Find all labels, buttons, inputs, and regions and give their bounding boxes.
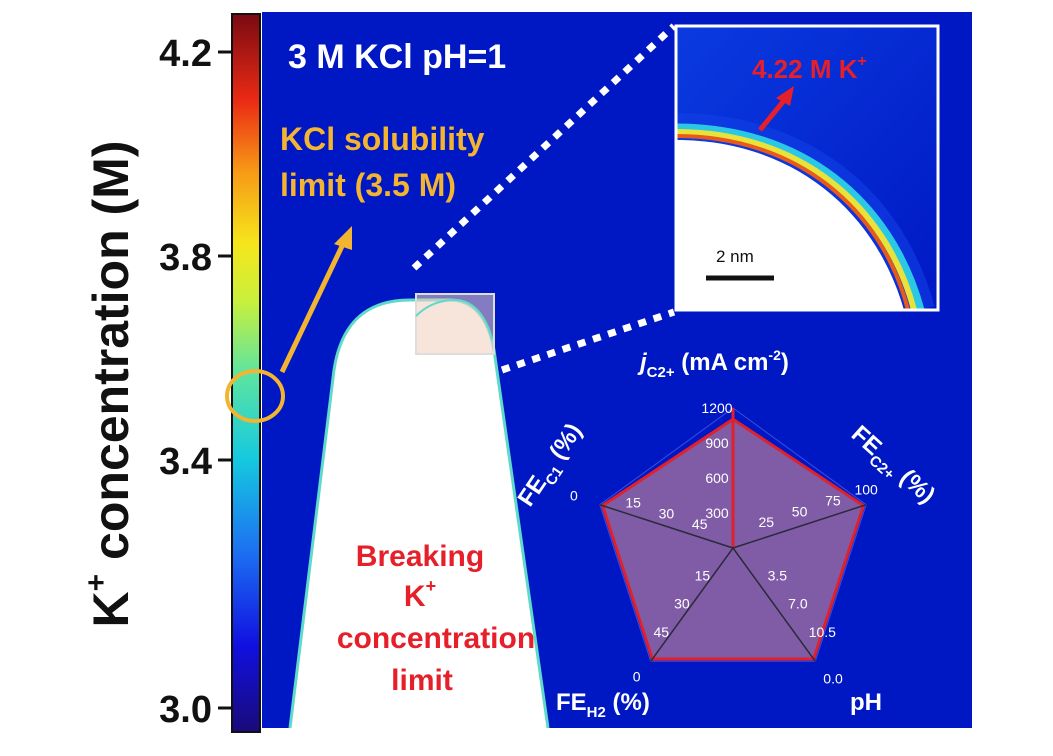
radar-tick-label: 0 [570, 488, 578, 504]
inset-peak-arrow [758, 96, 788, 132]
breaking-label-line1: Breaking [356, 540, 484, 573]
radar-tick-label: 0 [633, 668, 641, 684]
solubility-arrow [279, 240, 347, 374]
breaking-label-line2: K+ [404, 576, 436, 613]
radar-tick-label: 10.5 [809, 624, 836, 640]
radar-tick-label: 30 [674, 596, 690, 612]
solubility-marker-ellipse [225, 369, 285, 423]
colorbar-ticks [218, 50, 232, 710]
radar-axis-title-jc2: jC2+ (mA cm-2) [637, 347, 789, 381]
electrode-tip [290, 300, 548, 728]
radar-axis-title-ph: pH [850, 689, 882, 716]
solubility-label-line1: KCl solubility [280, 121, 485, 157]
radar-axis-title-feh2: FEH2 (%) [556, 689, 650, 721]
radar-tick-label: 7.0 [788, 596, 808, 612]
radar-spoke [732, 547, 816, 662]
zoom-region-tip [415, 298, 493, 341]
radar-tick-label: 25 [758, 514, 774, 530]
scale-bar-label: 2 nm [716, 247, 754, 266]
radar-spoke [599, 504, 734, 549]
radar-tick-label: 30 [659, 505, 675, 521]
radar-tick-label: 3.5 [768, 567, 788, 583]
breaking-label-line3: concentration [337, 622, 535, 655]
radar-tick-label: 15 [625, 495, 641, 511]
radar-spoke [650, 547, 734, 662]
solubility-arrowhead [334, 226, 352, 250]
zoom-connector-upper [411, 23, 677, 271]
radar-tick-label: 100 [854, 482, 878, 498]
colorbar-tick-label: 3.8 [159, 237, 212, 279]
radar-tick-label: 75 [825, 493, 841, 509]
radar-tick-label: 1200 [701, 400, 732, 416]
radar-tick-label: 45 [692, 516, 708, 532]
radar-spoke [732, 504, 867, 549]
breaking-label-line4: limit [391, 664, 453, 697]
radar-tick-label: 45 [653, 624, 669, 640]
radar-frame [599, 407, 867, 662]
radar-tick-label: 0.0 [823, 670, 843, 686]
inset-peak-label: 4.22 M K+ [752, 53, 867, 84]
zoom-connector-lower [500, 308, 676, 374]
colorbar-tick-label: 3.4 [159, 441, 212, 483]
condition-label: 3 M KCl pH=1 [288, 38, 506, 76]
radar-tick-label: 600 [705, 470, 729, 486]
solubility-label-line2: limit (3.5 M) [280, 167, 456, 203]
radar-tick-label: 15 [695, 567, 711, 583]
colorbar-tick-label: 4.2 [159, 33, 212, 75]
radar-chart: 30060090012002550751003.57.010.50.015304… [570, 400, 878, 686]
colorbar-title: K+ concentration (M) [80, 141, 139, 628]
zoom-region-box [415, 293, 495, 355]
radar-tick-label: 50 [792, 503, 808, 519]
inset-peak-arrowhead [776, 86, 794, 106]
colorbar-tick-label: 3.0 [159, 689, 212, 731]
radar-tick-label: 900 [705, 435, 729, 451]
inset-zoom-panel [674, 24, 940, 312]
radar-tick-label: 300 [705, 505, 729, 521]
